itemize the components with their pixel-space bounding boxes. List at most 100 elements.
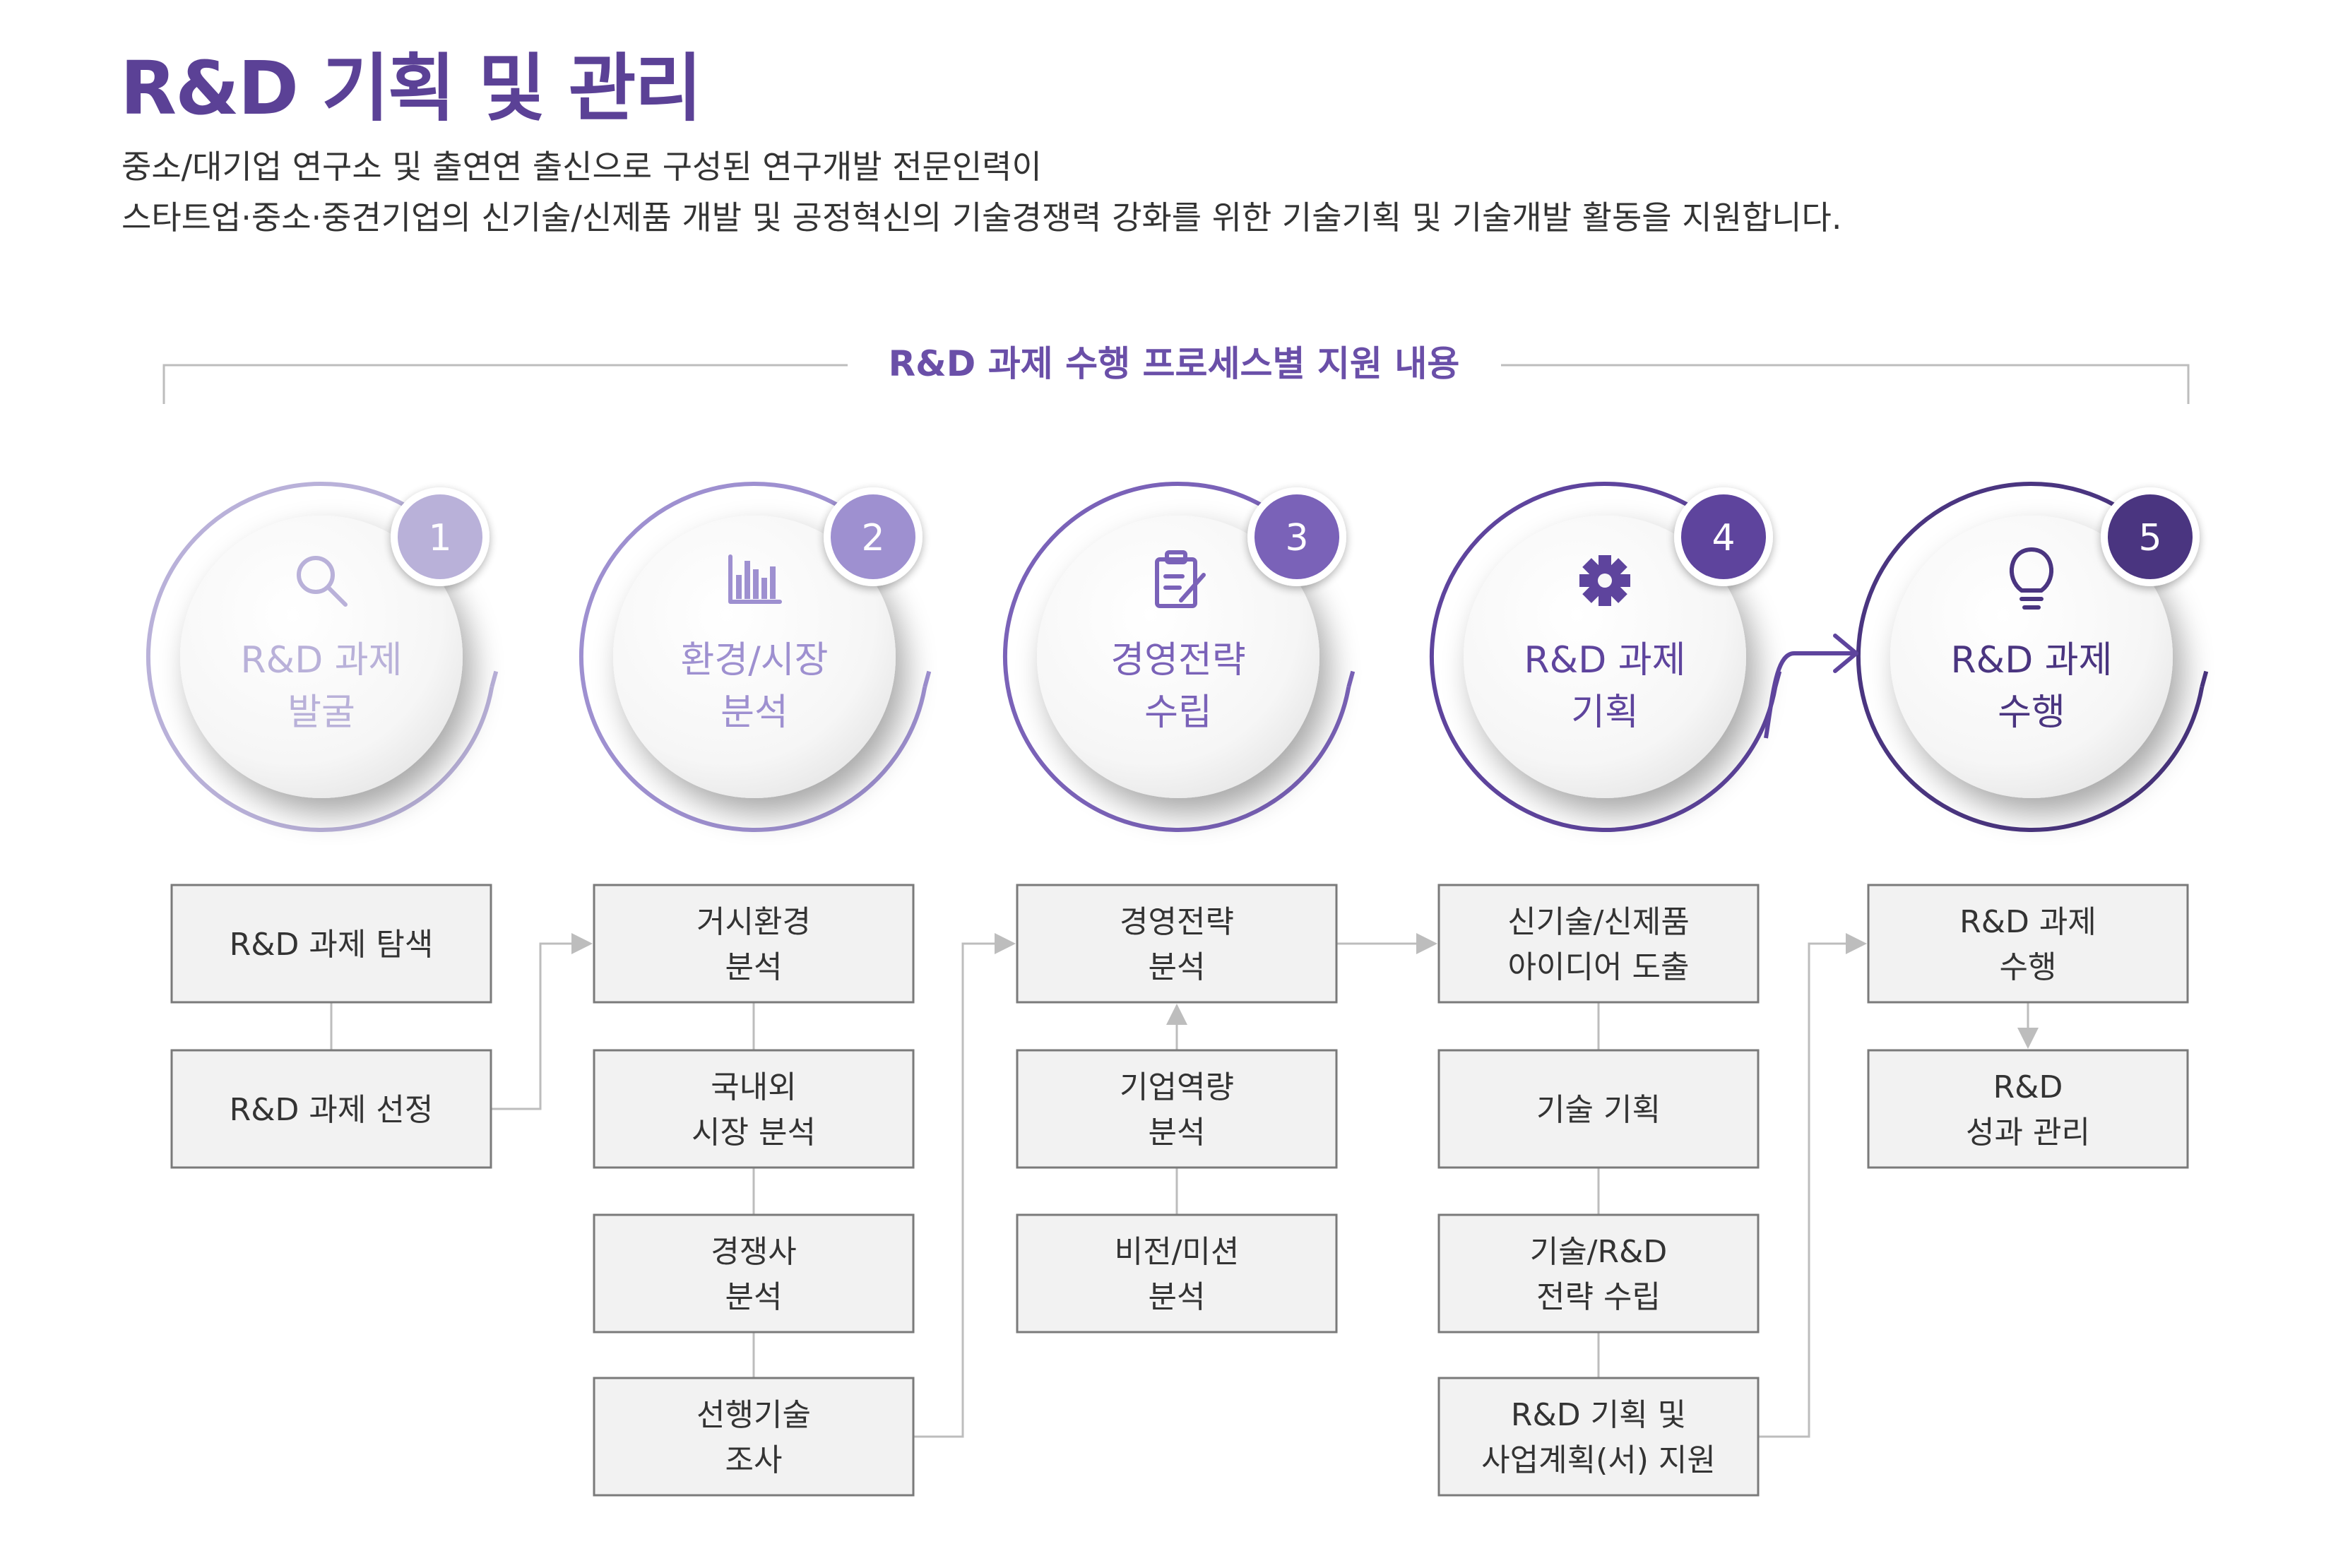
description-line-1: 중소/대기업 연구소 및 출연연 출신으로 구성된 연구개발 전문인력이: [121, 148, 1042, 186]
step-ring: [1430, 482, 1778, 832]
step-badge: [831, 494, 915, 579]
step-number: 3: [1285, 517, 1308, 559]
clipboard-icon: [1155, 550, 1206, 608]
step-number: 2: [861, 517, 884, 559]
support-box-frame: [1016, 884, 1338, 1004]
step-ring: [579, 482, 927, 832]
support-box-label: 기업역량: [1120, 1069, 1234, 1105]
support-box: R&D 과제 선정: [170, 1049, 492, 1169]
support-box-frame: [593, 1377, 915, 1497]
support-box-label: 국내외: [711, 1069, 796, 1105]
support-box-label: 경쟁사: [711, 1234, 796, 1270]
section-bracket-left: [162, 364, 848, 404]
step-number: 4: [1712, 517, 1735, 559]
step-ring: [1856, 482, 2205, 832]
column-connector-arrow: [913, 933, 1016, 1438]
step-circle: [613, 516, 896, 798]
search-icon: [297, 556, 348, 607]
step-label-line2: 수립: [1144, 691, 1212, 734]
support-box-label: 선행기술: [696, 1397, 811, 1433]
step-label-line2: 기획: [1571, 691, 1639, 734]
step-4-to-5-arrow: [1764, 634, 1858, 739]
step-ring-tick: [1346, 670, 1356, 688]
step-ring-tick: [490, 670, 499, 688]
step-circle: [180, 516, 463, 798]
page-title: R&D 기획 및 관리: [120, 45, 702, 131]
step-ring-tick: [923, 670, 932, 688]
support-box-frame: [170, 1049, 492, 1169]
support-box-frame: [1437, 1377, 1760, 1497]
step-circle: [1464, 516, 1746, 798]
bar-chart-icon: [728, 554, 782, 604]
step-circle: [1037, 516, 1319, 798]
support-box-label: 전략 수립: [1536, 1279, 1661, 1315]
support-box-frame: [593, 1049, 915, 1169]
support-box-label: 수행: [2000, 949, 2057, 985]
support-box-label: 분석: [725, 1279, 783, 1315]
support-box-label: 시장 분석: [692, 1115, 816, 1151]
support-box-frame: [1016, 1049, 1338, 1169]
support-box-label: R&D 과제: [1959, 904, 2096, 940]
column-connector-arrow: [491, 933, 593, 1110]
support-box-label: 성과 관리: [1966, 1115, 2090, 1151]
support-box-frame: [1437, 884, 1760, 1004]
support-box-label: 분석: [1149, 949, 1206, 985]
step-circle: [1890, 516, 2173, 798]
step-label-line2: 수행: [1998, 691, 2065, 734]
support-box-label: 사업계획(서) 지원: [1481, 1442, 1716, 1478]
step-ring: [146, 482, 494, 832]
step-label-line1: R&D 과제: [1524, 639, 1686, 682]
support-box-label: 아이디어 도출: [1508, 949, 1690, 985]
step-badge: [398, 494, 482, 579]
support-box-label: 경영전략: [1120, 904, 1234, 940]
support-box-frame: [170, 884, 492, 1004]
description-line-2: 스타트업·중소·중견기업의 신기술/신제품 개발 및 공정혁신의 기술경쟁력 강…: [121, 198, 1842, 237]
support-box-frame: [1016, 1213, 1338, 1334]
column-connector-arrow: [1758, 933, 1867, 1438]
section-bracket-right: [1501, 364, 2190, 404]
support-box-label: 거시환경: [696, 904, 811, 940]
step-badge: [2108, 494, 2193, 579]
support-box-label: 기술 기획: [1536, 1092, 1661, 1128]
step-label-line1: 경영전략: [1110, 639, 1245, 682]
connector-lines: [330, 933, 2039, 1438]
support-box-frame: [593, 1213, 915, 1334]
gear-icon: [1579, 555, 1630, 606]
support-box: R&D 성과 관리: [1867, 1049, 2189, 1169]
section-title: R&D 과제 수행 프로세스별 지원 내용: [889, 343, 1460, 384]
support-box-label: 조사: [725, 1442, 783, 1478]
support-box: 기술/R&D 전략 수립: [1437, 1213, 1760, 1334]
step-ring-tick: [2200, 670, 2209, 688]
step-badge: [1681, 494, 1766, 579]
support-box-label: R&D 기획 및: [1511, 1397, 1686, 1433]
support-box-frame: [1437, 1049, 1760, 1169]
support-box: 기술 기획: [1437, 1049, 1760, 1169]
support-box-label: R&D 과제 선정: [230, 1092, 434, 1128]
step-number: 1: [428, 517, 451, 559]
support-box-frame: [593, 884, 915, 1004]
step-label-line1: R&D 과제: [1951, 639, 2113, 682]
support-box-label: 분석: [725, 949, 783, 985]
support-box-label: 분석: [1149, 1279, 1206, 1315]
step-number: 5: [2138, 517, 2161, 559]
support-box-label: R&D: [1993, 1069, 2063, 1105]
support-box-frame: [1437, 1213, 1760, 1334]
step-label-line1: 환경/시장: [681, 639, 829, 682]
support-box: R&D 과제 탐색: [170, 884, 492, 1004]
step-label-line2: 발굴: [287, 691, 355, 734]
